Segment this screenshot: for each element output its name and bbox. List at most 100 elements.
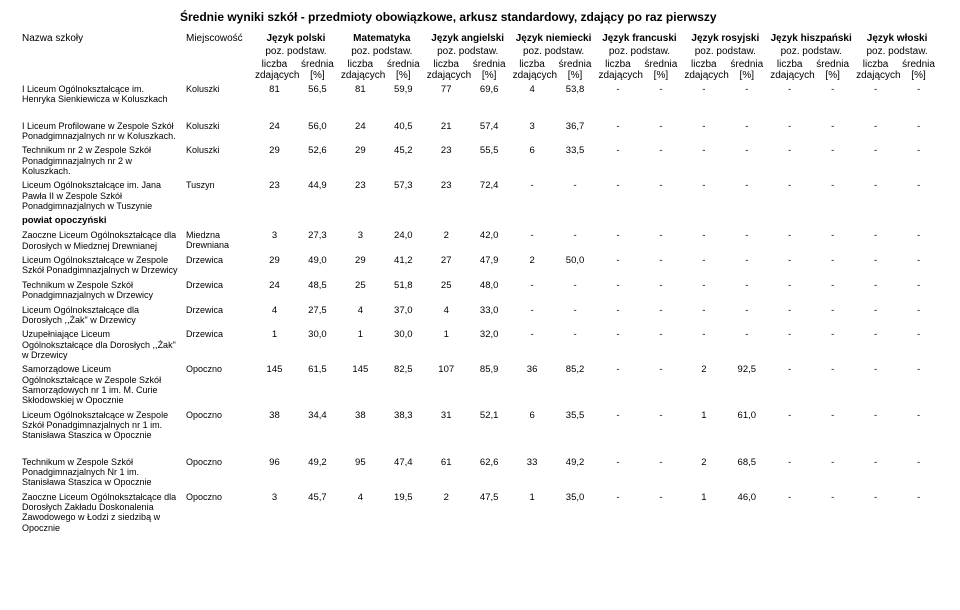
- cell-count: -: [768, 455, 811, 490]
- cell-count: 23: [253, 178, 296, 213]
- cell-avg: 19,5: [382, 490, 425, 535]
- cell-count: -: [597, 82, 640, 107]
- cell-avg: -: [897, 327, 940, 362]
- cell-avg: 35,0: [554, 490, 597, 535]
- cell-count: -: [768, 303, 811, 328]
- cell-avg: 41,2: [382, 253, 425, 278]
- cell-avg: 85,2: [554, 362, 597, 407]
- header-count: liczbazdających: [854, 58, 897, 82]
- cell-avg: -: [897, 362, 940, 407]
- cell-avg: -: [554, 228, 597, 253]
- cell-avg: -: [554, 178, 597, 213]
- section-header-row: powiat opoczyński: [20, 213, 940, 228]
- cell-count: 95: [339, 455, 382, 490]
- cell-avg: 38,3: [382, 408, 425, 443]
- cell-avg: 61,0: [725, 408, 768, 443]
- cell-avg: -: [811, 408, 854, 443]
- header-subject: Język włoski: [854, 32, 940, 45]
- cell-avg: 57,3: [382, 178, 425, 213]
- cell-avg: 49,0: [296, 253, 339, 278]
- cell-avg: -: [639, 362, 682, 407]
- cell-avg: 47,5: [468, 490, 511, 535]
- cell-count: 36: [511, 362, 554, 407]
- header-avg: średnia[%]: [811, 58, 854, 82]
- cell-avg: -: [811, 327, 854, 362]
- cell-count: -: [854, 119, 897, 144]
- cell-avg: -: [639, 278, 682, 303]
- cell-avg: -: [811, 119, 854, 144]
- cell-town: Koluszki: [184, 82, 253, 107]
- cell-school-name: Liceum Ogólnokształcące im. Jana Pawła I…: [20, 178, 184, 213]
- header-level: poz. podstaw.: [682, 45, 768, 58]
- cell-count: 33: [511, 455, 554, 490]
- cell-count: 1: [425, 327, 468, 362]
- cell-town: Koluszki: [184, 119, 253, 144]
- cell-count: -: [768, 253, 811, 278]
- cell-town: Opoczno: [184, 455, 253, 490]
- cell-count: -: [768, 143, 811, 178]
- table-row: Liceum Ogólnokształcące im. Jana Pawła I…: [20, 178, 940, 213]
- cell-count: 23: [339, 178, 382, 213]
- cell-count: -: [854, 178, 897, 213]
- cell-count: -: [768, 228, 811, 253]
- cell-count: 1: [682, 408, 725, 443]
- cell-avg: 50,0: [554, 253, 597, 278]
- cell-avg: -: [811, 362, 854, 407]
- cell-count: -: [768, 408, 811, 443]
- cell-count: -: [597, 143, 640, 178]
- header-subject: Język niemiecki: [511, 32, 597, 45]
- cell-count: 145: [339, 362, 382, 407]
- cell-avg: -: [639, 303, 682, 328]
- table-row: Zaoczne Liceum Ogólnokształcące dla Doro…: [20, 228, 940, 253]
- cell-count: 3: [339, 228, 382, 253]
- cell-school-name: Liceum Ogólnokształcące w Zespole Szkół …: [20, 253, 184, 278]
- cell-count: 3: [253, 228, 296, 253]
- cell-count: 3: [511, 119, 554, 144]
- cell-avg: -: [639, 253, 682, 278]
- cell-avg: 34,4: [296, 408, 339, 443]
- cell-avg: 55,5: [468, 143, 511, 178]
- cell-avg: 33,5: [554, 143, 597, 178]
- cell-town: Opoczno: [184, 408, 253, 443]
- cell-count: 23: [425, 143, 468, 178]
- cell-count: 4: [339, 490, 382, 535]
- cell-count: -: [597, 408, 640, 443]
- cell-town: Tuszyn: [184, 178, 253, 213]
- table-row: Liceum Ogólnokształcące dla Dorosłych ,,…: [20, 303, 940, 328]
- cell-avg: 27,5: [296, 303, 339, 328]
- cell-count: -: [682, 253, 725, 278]
- cell-count: 4: [425, 303, 468, 328]
- cell-count: 38: [253, 408, 296, 443]
- table-row: Technikum nr 2 w Zespole Szkół Ponadgimn…: [20, 143, 940, 178]
- cell-avg: -: [725, 143, 768, 178]
- cell-school-name: I Liceum Ogólnokształcące im. Henryka Si…: [20, 82, 184, 107]
- cell-avg: 47,9: [468, 253, 511, 278]
- header-avg: średnia[%]: [382, 58, 425, 82]
- header-town: Miejscowość: [186, 33, 243, 44]
- cell-avg: 59,9: [382, 82, 425, 107]
- cell-school-name: Zaoczne Liceum Ogólnokształcące dla Doro…: [20, 228, 184, 253]
- cell-avg: -: [897, 228, 940, 253]
- cell-avg: -: [639, 455, 682, 490]
- cell-count: 24: [253, 278, 296, 303]
- cell-count: -: [511, 327, 554, 362]
- cell-avg: -: [554, 327, 597, 362]
- cell-school-name: Uzupełniające Liceum Ogólnokształcące dl…: [20, 327, 184, 362]
- cell-count: -: [597, 228, 640, 253]
- cell-count: 1: [682, 490, 725, 535]
- cell-avg: -: [897, 303, 940, 328]
- cell-count: -: [854, 362, 897, 407]
- cell-count: -: [768, 490, 811, 535]
- cell-count: -: [597, 490, 640, 535]
- cell-count: -: [768, 327, 811, 362]
- cell-avg: 68,5: [725, 455, 768, 490]
- cell-avg: 48,5: [296, 278, 339, 303]
- header-level: poz. podstaw.: [854, 45, 940, 58]
- table-header: Nazwa szkoły Miejscowość Język polskiMat…: [20, 32, 940, 82]
- cell-avg: 32,0: [468, 327, 511, 362]
- cell-avg: 36,7: [554, 119, 597, 144]
- cell-avg: 30,0: [296, 327, 339, 362]
- table-row: Liceum Ogólnokształcące w Zespole Szkół …: [20, 253, 940, 278]
- cell-count: 29: [253, 253, 296, 278]
- cell-avg: 27,3: [296, 228, 339, 253]
